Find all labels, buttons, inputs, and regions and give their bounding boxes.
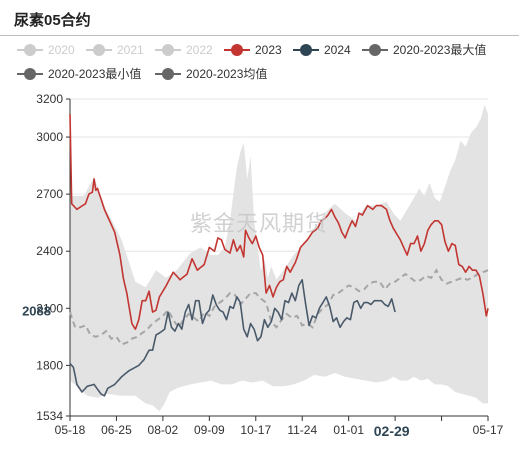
y-tick-label: 2400 <box>36 244 63 258</box>
x-tick-label: 11-24 <box>287 423 317 437</box>
legend-item-2021[interactable]: 2021 <box>86 42 144 58</box>
y-tick-label: 3200 <box>36 92 63 106</box>
series-2024-line <box>69 278 396 397</box>
x-tick-label: 05-17 <box>473 423 504 437</box>
legend-marker <box>155 66 181 82</box>
x-tick-label: 05-18 <box>55 423 86 437</box>
y-axis-pointer-label: 2088 <box>22 304 51 319</box>
legend: 2020 2021 2022 2023 2024 2020-2023最大值 20… <box>0 42 519 86</box>
x-axis-pointer-bg <box>363 421 420 441</box>
legend-label: 2023 <box>255 43 282 57</box>
legend-item-2022[interactable]: 2022 <box>155 42 213 58</box>
watermark: 紫金天风期货 <box>190 211 329 236</box>
legend-marker <box>224 42 250 58</box>
legend-label: 2020-2023最大值 <box>393 43 487 57</box>
legend-item-2020[interactable]: 2020 <box>17 42 75 58</box>
legend-marker <box>86 42 112 58</box>
legend-label: 2021 <box>117 43 144 57</box>
legend-label: 2020-2023最小值 <box>48 67 142 81</box>
x-tick-label: 08-02 <box>148 423 179 437</box>
x-tick-label: 01-01 <box>333 423 364 437</box>
series-2023-line <box>69 114 489 331</box>
y-tick-label: 2700 <box>36 187 63 201</box>
legend-item-max[interactable]: 2020-2023最大值 <box>362 42 486 58</box>
min-max-band <box>70 104 488 412</box>
y-tick-label: 1800 <box>36 358 63 372</box>
legend-label: 2020 <box>48 43 75 57</box>
legend-item-mean[interactable]: 2020-2023均值 <box>155 66 267 82</box>
x-tick-label: 06-25 <box>101 423 132 437</box>
y-tick-label: 3000 <box>36 130 63 144</box>
y-tick-label: 2100 <box>36 301 63 315</box>
y-tick-label: 1534 <box>36 409 63 423</box>
legend-label: 2020-2023均值 <box>186 67 268 81</box>
legend-marker <box>293 42 319 58</box>
legend-marker <box>155 42 181 58</box>
x-axis-pointer-label: 02-29 <box>374 423 410 439</box>
page-title: 尿素05合约 <box>14 12 91 29</box>
x-tick-label: 10-17 <box>240 423 271 437</box>
legend-label: 2024 <box>324 43 351 57</box>
x-tick-label: 09-09 <box>194 423 225 437</box>
legend-item-2023[interactable]: 2023 <box>224 42 282 58</box>
legend-item-2024[interactable]: 2024 <box>293 42 351 58</box>
legend-marker <box>362 42 388 58</box>
title-divider <box>0 35 519 36</box>
legend-item-min[interactable]: 2020-2023最小值 <box>17 66 141 82</box>
legend-marker <box>17 42 43 58</box>
legend-marker <box>17 66 43 82</box>
legend-label: 2022 <box>186 43 213 57</box>
